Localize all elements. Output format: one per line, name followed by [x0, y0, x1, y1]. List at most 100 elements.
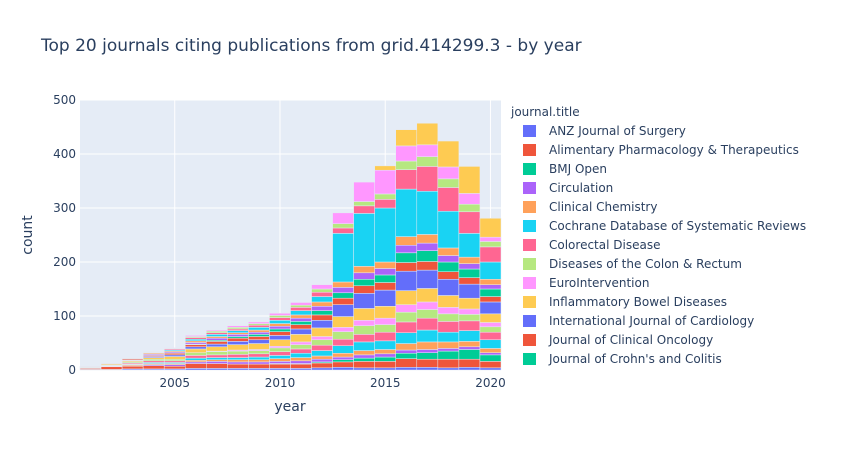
- bar-segment[interactable]: [479, 284, 502, 290]
- bar-segment[interactable]: [458, 330, 481, 342]
- bar-segment[interactable]: [458, 341, 481, 348]
- legend-item[interactable]: Circulation: [523, 181, 613, 195]
- bar-segment[interactable]: [290, 348, 312, 354]
- bar-segment[interactable]: [479, 261, 502, 280]
- bar-segment[interactable]: [374, 317, 397, 325]
- bar-segment[interactable]: [437, 367, 460, 371]
- bar-segment[interactable]: [395, 321, 418, 333]
- bar-segment[interactable]: [248, 359, 270, 363]
- bar-segment[interactable]: [416, 122, 439, 146]
- bar-segment[interactable]: [395, 236, 418, 246]
- bar-segment[interactable]: [353, 334, 375, 343]
- bar-segment[interactable]: [458, 320, 481, 331]
- bar-segment[interactable]: [353, 266, 375, 274]
- bar-segment[interactable]: [248, 339, 270, 344]
- bar-segment[interactable]: [395, 353, 418, 359]
- bar-segment[interactable]: [227, 354, 249, 358]
- bar-segment[interactable]: [374, 169, 397, 195]
- bar-segment[interactable]: [185, 344, 207, 348]
- bar-segment[interactable]: [374, 261, 397, 269]
- bar-segment[interactable]: [248, 356, 270, 360]
- bar-segment[interactable]: [269, 317, 291, 321]
- bar-segment[interactable]: [374, 356, 397, 362]
- bar-segment[interactable]: [248, 336, 270, 341]
- bar-segment[interactable]: [185, 363, 207, 369]
- bar-segment[interactable]: [353, 279, 375, 287]
- bar-segment[interactable]: [332, 331, 354, 340]
- bar-segment[interactable]: [332, 287, 354, 294]
- bar-segment[interactable]: [479, 313, 502, 323]
- bar-segment[interactable]: [416, 329, 439, 343]
- bar-segment[interactable]: [206, 343, 228, 348]
- bar-segment[interactable]: [353, 285, 375, 294]
- bar-segment[interactable]: [479, 331, 502, 341]
- bar-segment[interactable]: [437, 140, 460, 168]
- bar-segment[interactable]: [311, 284, 333, 290]
- legend-item[interactable]: Inflammatory Bowel Diseases: [523, 295, 727, 309]
- bar-segment[interactable]: [353, 357, 375, 362]
- bar-segment[interactable]: [227, 341, 249, 345]
- bar-segment[interactable]: [290, 341, 312, 345]
- bar-segment[interactable]: [290, 317, 312, 322]
- bar-segment[interactable]: [290, 363, 312, 369]
- bar-segment[interactable]: [416, 352, 439, 360]
- bar-segment[interactable]: [269, 347, 291, 352]
- bar-segment[interactable]: [395, 129, 418, 147]
- bar-segment[interactable]: [416, 242, 439, 251]
- bar-segment[interactable]: [227, 350, 249, 355]
- bar-segment[interactable]: [458, 166, 481, 194]
- bar-segment[interactable]: [290, 334, 312, 343]
- bar-segment[interactable]: [479, 279, 502, 285]
- bar-segment[interactable]: [374, 289, 397, 307]
- bar-segment[interactable]: [248, 343, 270, 350]
- bar-segment[interactable]: [437, 331, 460, 343]
- bar-segment[interactable]: [458, 358, 481, 368]
- bar-segment[interactable]: [479, 246, 502, 263]
- bar-segment[interactable]: [458, 263, 481, 270]
- bar-segment[interactable]: [458, 277, 481, 285]
- bar-segment[interactable]: [479, 326, 502, 333]
- bar-segment[interactable]: [163, 347, 186, 349]
- bar-segment[interactable]: [479, 322, 502, 328]
- bar-segment[interactable]: [269, 320, 291, 324]
- bar-segment[interactable]: [416, 288, 439, 303]
- bar-segment[interactable]: [458, 367, 481, 371]
- bar-segment[interactable]: [311, 327, 333, 337]
- bar-segment[interactable]: [121, 357, 144, 359]
- bar-segment[interactable]: [437, 261, 460, 272]
- bar-segment[interactable]: [437, 348, 460, 352]
- bar-segment[interactable]: [248, 361, 270, 365]
- legend-item[interactable]: BMJ Open: [523, 162, 607, 176]
- bar-segment[interactable]: [395, 270, 418, 291]
- legend-item[interactable]: Clinical Chemistry: [523, 200, 657, 214]
- bar-segment[interactable]: [353, 320, 375, 326]
- bar-segment[interactable]: [458, 314, 481, 322]
- bar-segment[interactable]: [416, 301, 439, 310]
- bar-segment[interactable]: [311, 339, 333, 346]
- bar-segment[interactable]: [374, 324, 397, 333]
- bar-segment[interactable]: [227, 330, 249, 333]
- bar-segment[interactable]: [437, 187, 460, 212]
- bar-segment[interactable]: [374, 199, 397, 209]
- bar-segment[interactable]: [332, 304, 354, 317]
- bar-segment[interactable]: [332, 361, 354, 368]
- bar-segment[interactable]: [416, 250, 439, 262]
- bar-segment[interactable]: [479, 236, 502, 242]
- bar-segment[interactable]: [458, 211, 481, 234]
- bar-segment[interactable]: [374, 361, 397, 369]
- legend-item[interactable]: Diseases of the Colon & Rectum: [523, 257, 742, 271]
- bar-segment[interactable]: [311, 336, 333, 341]
- bar-segment[interactable]: [227, 334, 249, 337]
- bar-segment[interactable]: [142, 351, 165, 353]
- bar-segment[interactable]: [395, 252, 418, 263]
- bar-segment[interactable]: [395, 367, 418, 371]
- bar-segment[interactable]: [269, 358, 291, 362]
- bar-segment[interactable]: [185, 352, 207, 356]
- bar-segment[interactable]: [458, 308, 481, 315]
- bar-segment[interactable]: [458, 283, 481, 299]
- bar-segment[interactable]: [332, 367, 354, 371]
- bar-segment[interactable]: [290, 302, 312, 306]
- bar-segment[interactable]: [374, 367, 397, 371]
- bar-segment[interactable]: [206, 337, 228, 341]
- bar-segment[interactable]: [290, 307, 312, 311]
